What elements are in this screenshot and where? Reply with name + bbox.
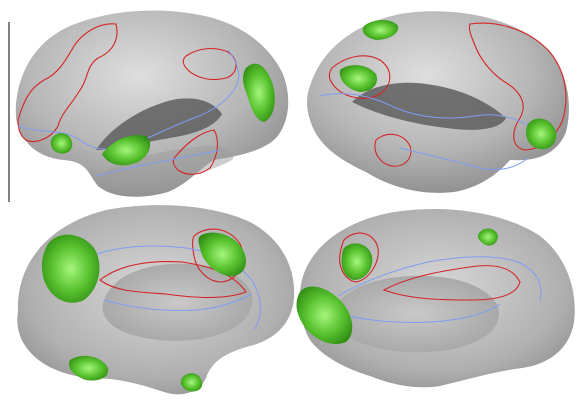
red-outline-temporal	[374, 133, 412, 167]
activation-clusters	[296, 228, 498, 345]
red-outline-motor	[182, 47, 237, 81]
left-lateral-view	[15, 10, 289, 197]
right-lateral-view	[307, 11, 569, 193]
activation-superior-medial	[477, 228, 498, 246]
activation-precuneus	[198, 232, 247, 277]
red-outline-prefrontal	[328, 55, 391, 99]
red-outline-parietal	[468, 22, 567, 151]
medial-wall	[102, 263, 253, 341]
sylvian-fissure	[352, 82, 506, 130]
activation-superior	[362, 20, 399, 40]
left-medial-view	[17, 205, 295, 395]
activation-occipital	[526, 118, 557, 150]
red-outline-cingulate	[382, 265, 521, 301]
blue-outline-right-lateral	[319, 93, 533, 171]
activation-orbitofrontal	[68, 355, 109, 381]
activation-medial-prefrontal	[41, 234, 100, 303]
activation-clusters	[339, 20, 557, 150]
activation-temporal-pole	[102, 134, 151, 166]
medial-wall	[331, 275, 499, 353]
temporal-lobe-shading	[96, 146, 234, 190]
red-outline-frontal	[17, 23, 118, 143]
blue-outline-left-lateral	[17, 49, 240, 177]
red-outline-precuneus	[339, 232, 379, 283]
activation-clusters	[50, 63, 275, 166]
red-outline-precuneus	[191, 228, 244, 283]
activation-temporal-pole-medial	[180, 373, 203, 392]
right-medial-view	[296, 209, 575, 388]
activation-prefrontal	[339, 65, 378, 92]
red-outline-temporal	[172, 129, 219, 175]
blue-outline-right-medial	[331, 256, 542, 324]
activation-medial-prefrontal	[296, 286, 353, 345]
activation-frontal-pole	[50, 133, 73, 154]
activation-precuneus	[341, 243, 373, 280]
activation-occipital	[243, 63, 275, 122]
red-outline-cingulate	[99, 261, 247, 299]
activation-clusters	[41, 232, 247, 392]
